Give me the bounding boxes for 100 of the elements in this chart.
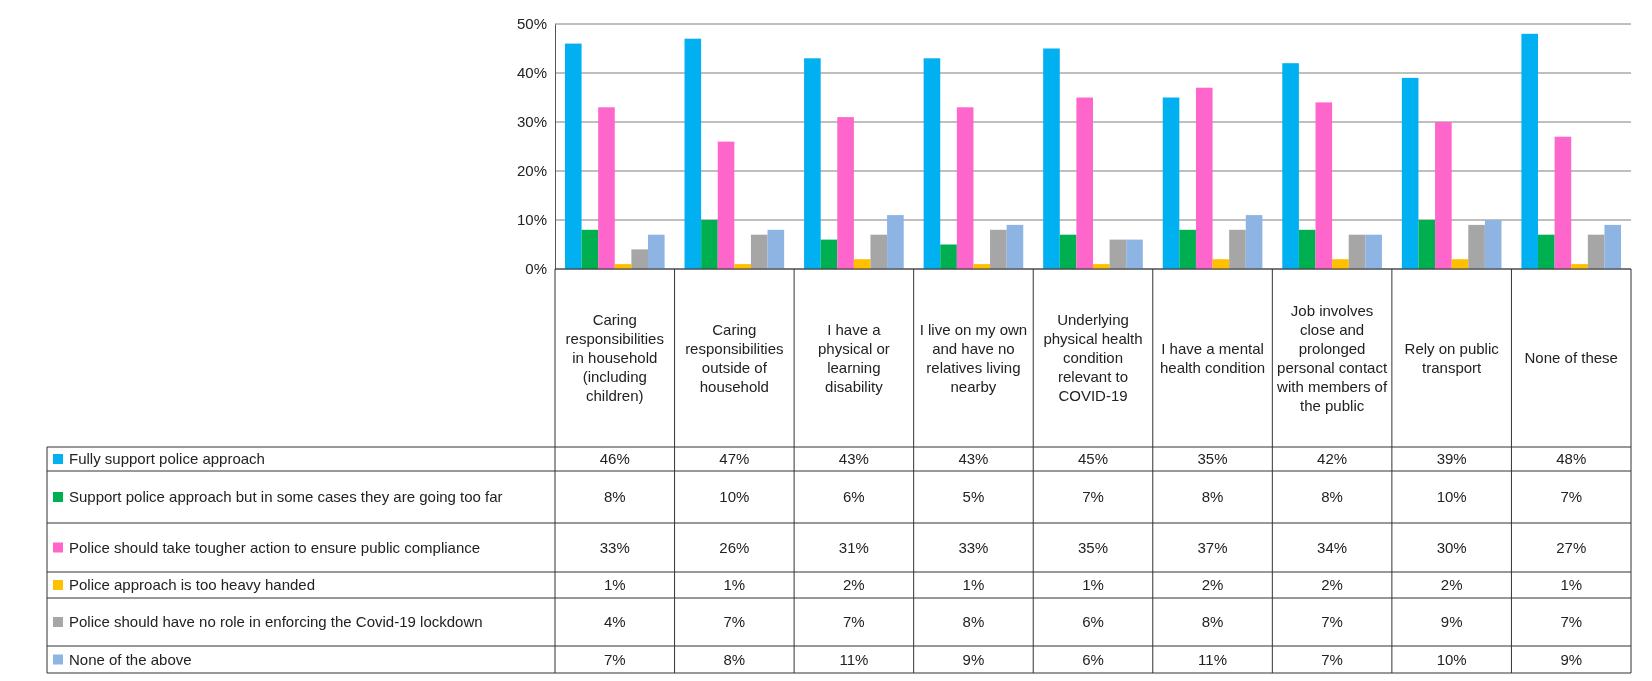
data-label: 7% — [1321, 613, 1343, 630]
data-label: 30% — [1436, 538, 1467, 556]
bar — [1468, 224, 1485, 269]
data-label: 7% — [1082, 488, 1104, 505]
bar — [820, 239, 838, 269]
data-label: 8% — [603, 488, 626, 505]
x-tick-label: None of these — [1524, 349, 1618, 366]
bar — [1059, 234, 1077, 269]
bar — [1435, 122, 1452, 269]
data-label: 9% — [1560, 650, 1583, 668]
bar — [870, 234, 888, 269]
data-label: 6% — [843, 488, 865, 505]
data-label: 35% — [1077, 538, 1109, 556]
data-label: 10% — [719, 488, 750, 505]
y-tick-label: 30% — [516, 113, 547, 131]
x-tick-label: Underlying physical health condition relevant to COVID-19 — [1043, 311, 1143, 404]
data-label: 45% — [1077, 450, 1109, 467]
data-label: 43% — [838, 450, 869, 467]
data-label: 11% — [1198, 650, 1228, 668]
bar — [581, 229, 599, 269]
data-label: 9% — [1440, 613, 1463, 630]
bar — [1604, 224, 1622, 269]
bar — [1229, 229, 1246, 269]
bar — [804, 58, 821, 269]
data-label: 7% — [1560, 488, 1583, 505]
bar — [1043, 48, 1060, 269]
x-tick-label: I have a mental health condition — [1160, 339, 1266, 376]
data-label: 10% — [1436, 488, 1467, 505]
data-label: 33% — [958, 538, 989, 556]
x-tick-label: I have a physical or learning disability — [818, 320, 890, 395]
data-label: 1% — [1082, 576, 1104, 593]
bar — [956, 107, 974, 269]
bar — [940, 244, 957, 269]
legend-label: None of the above — [69, 650, 192, 668]
data-label: 7% — [1321, 650, 1343, 668]
bar — [1245, 215, 1263, 269]
data-label: 7% — [1560, 613, 1583, 630]
data-label: 8% — [1201, 488, 1224, 505]
data-label: 46% — [599, 450, 630, 467]
y-tick-label: 0% — [525, 260, 547, 278]
data-label: 2% — [1321, 576, 1343, 593]
bar — [1315, 102, 1333, 269]
data-label: 7% — [603, 650, 626, 668]
bar — [1538, 234, 1555, 269]
y-tick-label: 20% — [516, 162, 547, 180]
bar — [1179, 229, 1196, 269]
bar — [1332, 259, 1349, 269]
bar — [1401, 77, 1419, 269]
data-label: 8% — [1321, 488, 1343, 505]
data-label: 47% — [719, 450, 750, 467]
bar — [1195, 87, 1213, 269]
bar — [1162, 97, 1180, 269]
data-label: 1% — [1560, 576, 1583, 593]
y-tick-label: 40% — [516, 64, 547, 82]
bar — [701, 220, 718, 269]
y-tick-label: 50% — [516, 15, 547, 33]
x-tick-label: I live on my own and have no relatives living nearby — [919, 320, 1028, 395]
legend-label: Support police approach but in some cases they are going too far — [69, 488, 503, 505]
data-label: 10% — [1436, 650, 1467, 668]
data-label: 37% — [1197, 538, 1228, 556]
data-label: 7% — [843, 613, 865, 630]
legend-label: Police should have no role in enforcing the Covid-19 lockdown — [69, 613, 483, 630]
bar — [717, 141, 735, 269]
data-label: 48% — [1556, 450, 1587, 467]
bar — [837, 117, 854, 269]
bar — [684, 38, 702, 269]
bar — [1076, 97, 1093, 269]
data-label: 2% — [843, 576, 865, 593]
data-label: 9% — [962, 650, 985, 668]
bar — [1484, 220, 1502, 269]
data-label: 8% — [962, 613, 985, 630]
bar — [1365, 234, 1382, 269]
data-label: 27% — [1556, 538, 1587, 556]
data-label: 34% — [1317, 538, 1348, 556]
bar — [647, 234, 665, 269]
bar — [1348, 234, 1366, 269]
data-label: 2% — [1201, 576, 1224, 593]
data-label: 26% — [719, 538, 750, 556]
bar — [923, 58, 941, 269]
data-label: 7% — [723, 613, 746, 630]
x-tick-label: Caring responsibilities in household (including children) — [565, 311, 664, 404]
data-label: 1% — [962, 576, 985, 593]
data-label: 1% — [603, 576, 626, 593]
legend-label: Police should take tougher action to ensure public compliance — [69, 538, 481, 556]
data-label: 43% — [958, 450, 989, 467]
data-label: 35% — [1197, 450, 1228, 467]
data-label: 6% — [1082, 650, 1104, 668]
x-tick-label: Caring responsibilities outside of household — [685, 320, 784, 395]
data-label: 11% — [839, 650, 869, 668]
data-label: 6% — [1082, 613, 1104, 630]
bar — [1109, 239, 1127, 269]
data-label: 4% — [603, 613, 626, 630]
data-label: 31% — [838, 538, 869, 556]
bar — [564, 43, 582, 269]
data-label: 39% — [1436, 450, 1467, 467]
bar — [598, 107, 615, 269]
data-label: 42% — [1317, 450, 1348, 467]
bar — [1418, 220, 1436, 269]
bar — [1587, 234, 1605, 269]
bar — [750, 234, 768, 269]
